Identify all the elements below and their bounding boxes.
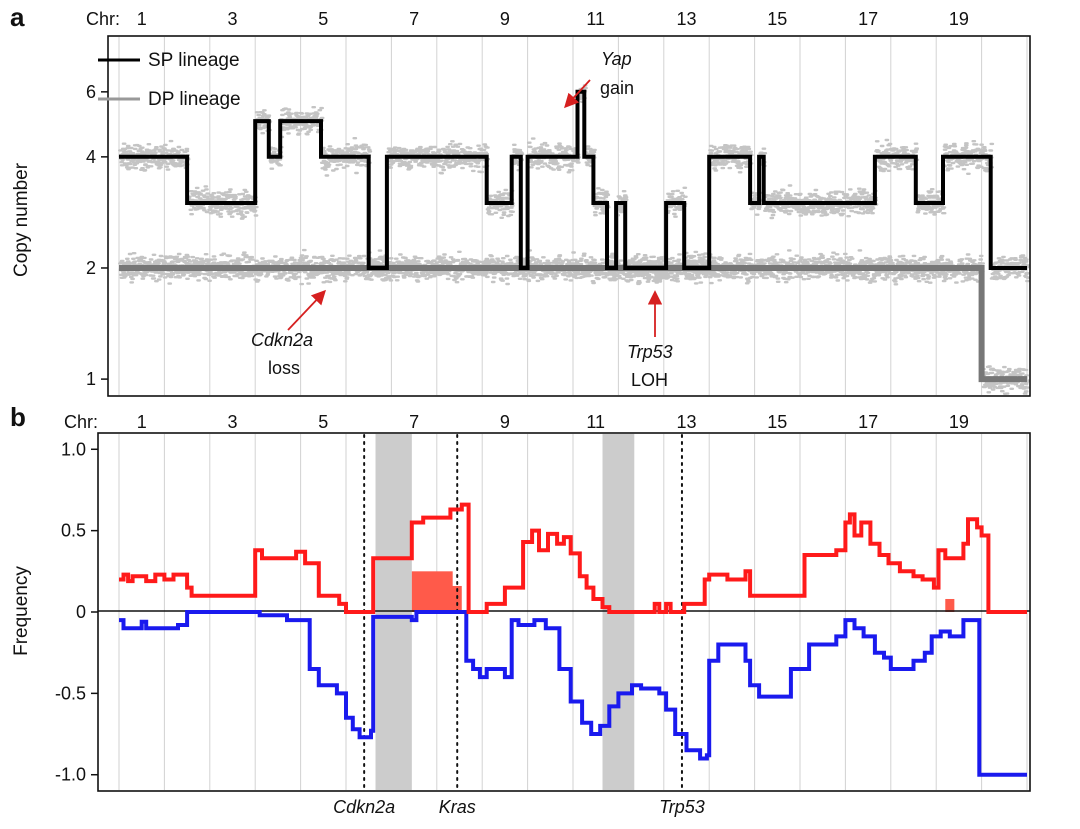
annotation-cdkn2a-gene: Cdkn2a <box>251 330 313 350</box>
panel-b-chromosome-label: 7 <box>409 412 419 432</box>
panel-b-chromosome-label: 3 <box>227 412 237 432</box>
panel-a-chromosome-label: 15 <box>767 9 787 29</box>
series-sp-lineage <box>119 89 1027 270</box>
panel-b-shaded-region <box>375 434 412 790</box>
panel-b-chromosome-label: 1 <box>137 412 147 432</box>
panel-b-y-tick-label: 0 <box>76 602 86 622</box>
panel-b-gain-fill <box>945 598 955 612</box>
panel-a-chromosome-labels: 1 3 5 7 9 11 13 15 17 19 <box>137 9 969 29</box>
panel-b-y-axis: 1.0 0.5 0 -0.5 -1.0 <box>55 439 98 785</box>
panel-b-chromosome-label: 9 <box>500 412 510 432</box>
panel-b-y-tick-label: 0.5 <box>61 521 86 541</box>
panel-a-frame <box>107 35 1031 397</box>
panel-b-series <box>119 502 1027 777</box>
annotation-yap: Yap gain <box>564 49 634 109</box>
panel-a-series <box>119 89 1027 383</box>
panel-a-letter: a <box>10 2 25 32</box>
annotation-trp53: Trp53 LOH <box>627 290 673 390</box>
legend-label-sp: SP lineage <box>148 50 240 71</box>
panel-a-chromosome-label: 7 <box>409 9 419 29</box>
panel-b-letter: b <box>10 402 26 432</box>
panel-b-fills <box>411 571 955 612</box>
panel-a-y-tick-label: 6 <box>86 82 96 102</box>
annotation-yap-event: gain <box>600 78 634 98</box>
panel-b-y-axis-title: Frequency <box>11 566 32 656</box>
panel-a-y-axis: 1 2 4 6 <box>86 82 108 389</box>
panel-b-chromosome-label: 13 <box>676 412 696 432</box>
annotation-yap-arrow <box>564 79 591 109</box>
panel-a-chr-prefix: Chr: <box>86 9 120 29</box>
annotation-cdkn2a: Cdkn2a loss <box>251 289 326 378</box>
panel-a-chromosome-label: 5 <box>318 9 328 29</box>
panel-b-marker-labels: Cdkn2a Kras Trp53 <box>333 797 705 817</box>
panel-b-marker-label: Cdkn2a <box>333 797 395 817</box>
panel-b-y-tick-label: 1.0 <box>61 439 86 459</box>
panel-a-chromosome-label: 3 <box>227 9 237 29</box>
panel-a-chromosome-label: 17 <box>858 9 878 29</box>
panel-a-chromosome-label: 9 <box>500 9 510 29</box>
panel-b-marker-label: Trp53 <box>659 797 705 817</box>
panel-a-chromosome-label: 13 <box>676 9 696 29</box>
panel-b-y-tick-label: -1.0 <box>55 765 86 785</box>
panel-b-chr-prefix: Chr: <box>64 412 98 432</box>
panel-a-y-tick-label: 4 <box>86 147 96 167</box>
panel-b-chromosome-label: 11 <box>586 412 605 432</box>
annotation-cdkn2a-event: loss <box>268 358 300 378</box>
panel-b-marker-label: Kras <box>439 797 476 817</box>
annotation-trp53-event: LOH <box>631 370 668 390</box>
panel-b-chromosome-label: 15 <box>767 412 787 432</box>
panel-b-chromosome-label: 17 <box>858 412 878 432</box>
series-loss-frequency <box>119 610 1027 777</box>
series-dp-lineage <box>119 265 1027 383</box>
legend-label-dp: DP lineage <box>148 89 241 110</box>
panel-a-y-tick-label: 2 <box>86 258 96 278</box>
panel-b-y-tick-label: -0.5 <box>55 683 86 703</box>
annotation-yap-gene: Yap <box>601 49 632 69</box>
panel-a-y-axis-title: Copy number <box>11 162 32 277</box>
panel-b-chromosome-label: 19 <box>949 412 969 432</box>
series-gain-frequency <box>119 502 1027 614</box>
panel-a-chromosome-label: 19 <box>949 9 969 29</box>
panel-b-chromosome-label: 5 <box>318 412 328 432</box>
annotation-trp53-gene: Trp53 <box>627 342 673 362</box>
panel-a-y-tick-label: 1 <box>86 369 96 389</box>
panel-a-chromosome-label: 1 <box>137 9 147 29</box>
panel-b-chromosome-labels: 1 3 5 7 9 11 13 15 17 19 <box>137 412 969 432</box>
annotation-cdkn2a-arrow <box>287 289 326 331</box>
panel-b-shaded-regions <box>375 434 635 790</box>
panel-a-legend: SP lineage DP lineage <box>98 50 241 110</box>
panel-a-chromosome-label: 11 <box>586 9 605 29</box>
